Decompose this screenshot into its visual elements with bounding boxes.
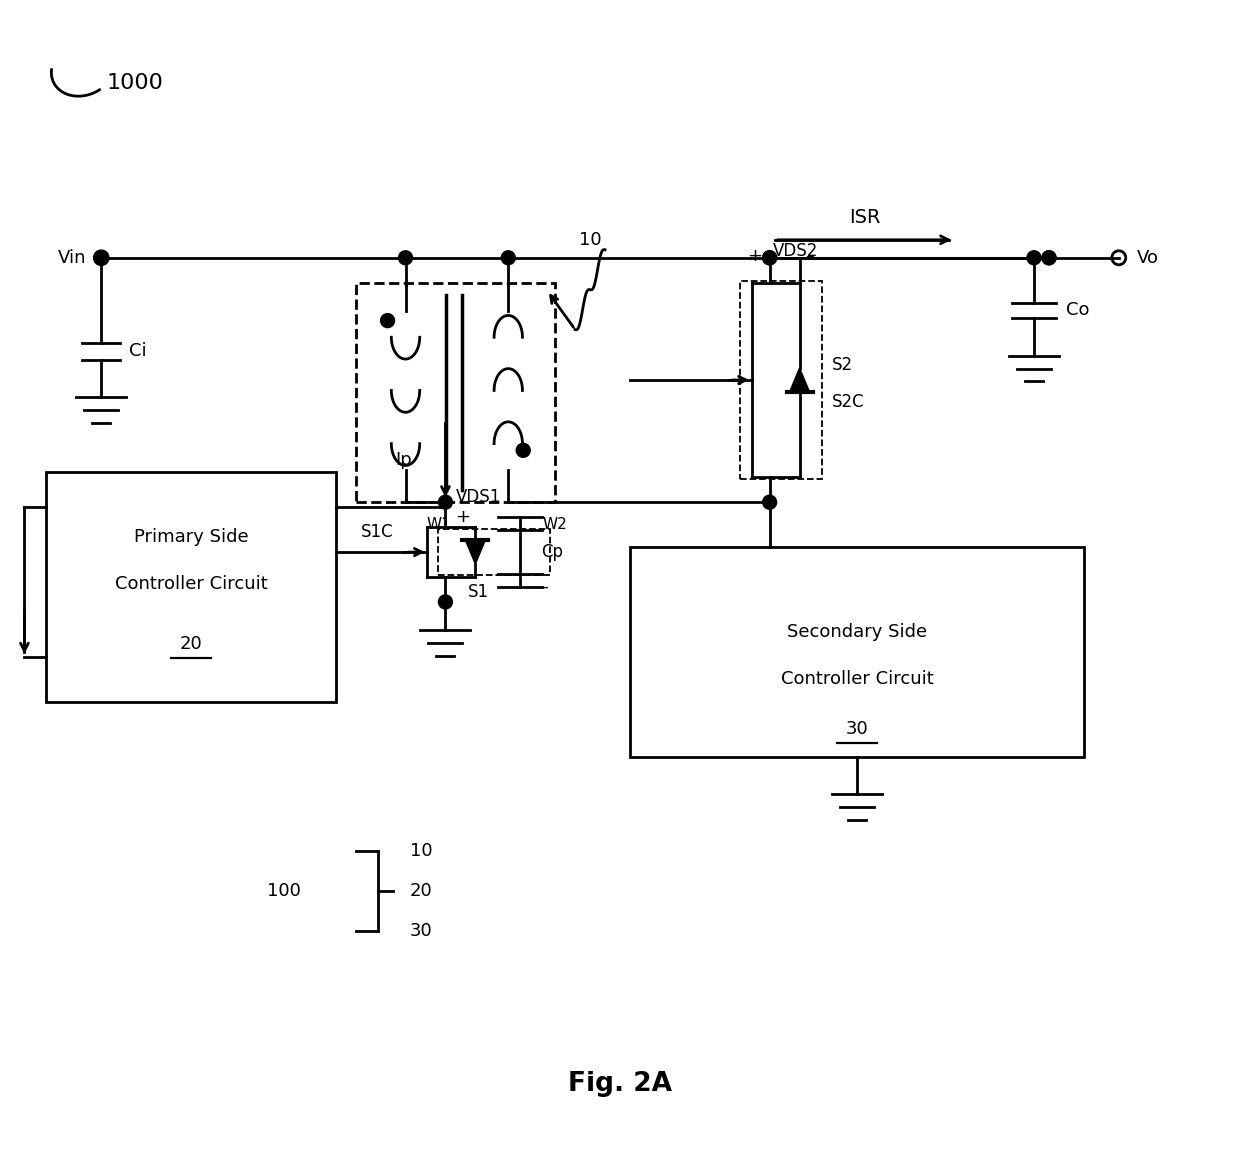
Polygon shape xyxy=(790,368,810,392)
Text: 20: 20 xyxy=(409,883,433,900)
Text: S1: S1 xyxy=(469,583,490,600)
Text: 100: 100 xyxy=(267,883,301,900)
Polygon shape xyxy=(465,540,485,563)
Circle shape xyxy=(398,251,413,265)
Circle shape xyxy=(439,595,453,609)
Text: 20: 20 xyxy=(180,635,202,653)
Circle shape xyxy=(516,443,531,457)
Circle shape xyxy=(763,495,776,509)
Text: Ci: Ci xyxy=(129,341,146,360)
Text: +: + xyxy=(455,508,470,526)
Text: Secondary Side: Secondary Side xyxy=(787,622,928,641)
Text: S1C: S1C xyxy=(361,523,393,541)
Circle shape xyxy=(1042,251,1056,265)
Text: Ip: Ip xyxy=(396,451,412,470)
Text: ISR: ISR xyxy=(848,208,880,228)
Text: 30: 30 xyxy=(846,720,868,738)
Text: VDS1: VDS1 xyxy=(455,488,501,507)
Text: Controller Circuit: Controller Circuit xyxy=(114,575,268,594)
Text: +: + xyxy=(746,246,761,265)
Circle shape xyxy=(763,251,776,265)
Text: Vin: Vin xyxy=(58,249,87,267)
Text: Co: Co xyxy=(1066,301,1090,318)
Text: W2: W2 xyxy=(543,517,568,531)
Circle shape xyxy=(381,314,394,327)
Text: S2: S2 xyxy=(832,356,853,374)
Text: Vo: Vo xyxy=(1137,249,1158,267)
Text: S2C: S2C xyxy=(832,393,864,411)
Text: 10: 10 xyxy=(579,230,601,249)
Text: –: – xyxy=(538,578,548,596)
Text: 30: 30 xyxy=(409,922,433,941)
Text: –: – xyxy=(806,246,815,265)
Text: Primary Side: Primary Side xyxy=(134,528,248,546)
Text: W1: W1 xyxy=(427,517,451,531)
Circle shape xyxy=(1027,251,1042,265)
Text: Controller Circuit: Controller Circuit xyxy=(780,670,934,687)
Text: Cp: Cp xyxy=(541,543,563,561)
Text: Fig. 2A: Fig. 2A xyxy=(568,1070,672,1097)
Text: VDS2: VDS2 xyxy=(773,242,818,260)
Circle shape xyxy=(94,251,108,265)
Circle shape xyxy=(439,495,453,509)
Text: 10: 10 xyxy=(409,842,432,861)
Circle shape xyxy=(1042,251,1056,265)
Circle shape xyxy=(501,251,516,265)
Text: 1000: 1000 xyxy=(107,73,164,94)
Circle shape xyxy=(763,251,776,265)
